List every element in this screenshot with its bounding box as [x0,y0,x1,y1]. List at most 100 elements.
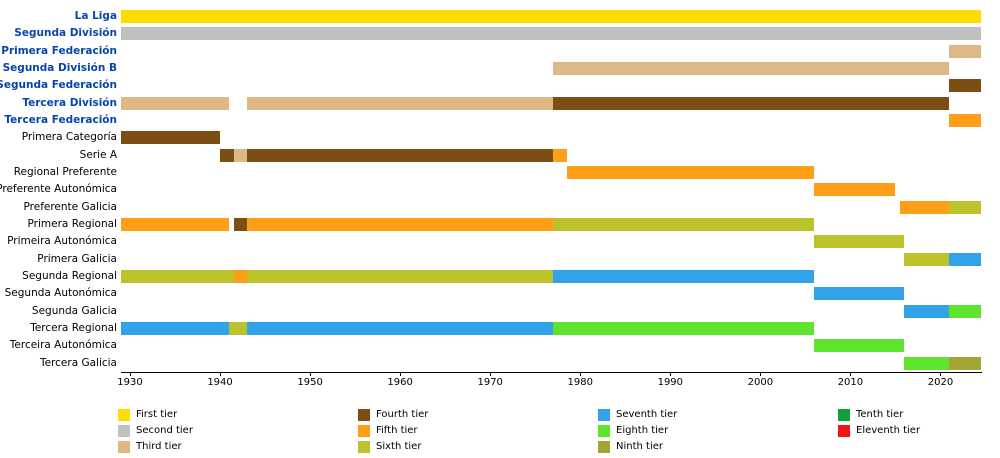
bar-tercera-regional-tier-7 [247,322,554,335]
legend-label-first-tier: First tier [136,409,178,420]
x-axis-tick-label-2010: 2010 [837,377,864,388]
legend-label-fifth-tier: Fifth tier [376,425,418,436]
bar-la-liga-tier-1 [121,10,981,23]
bar-regional-preferente-tier-5 [566,166,815,179]
bar-tercera-division-tier-3 [121,96,230,110]
x-axis-tick-1950 [310,372,312,376]
row-label-tercera-federacion[interactable]: Tercera Federación [4,114,117,126]
bar-segunda-division-b-tier-3 [553,62,950,75]
bar-tercera-regional-tier-8 [553,322,815,335]
legend-swatch-tenth-tier [838,409,850,421]
row-label-preferente-galicia: Preferente Galicia [23,200,118,213]
x-axis-tick-2010 [850,372,852,376]
legend-swatch-first-tier [118,409,130,421]
x-axis-tick-label-2000: 2000 [747,377,774,388]
bar-segunda-regional-tier-7 [553,270,815,283]
row-label-segunda-galicia: Segunda Galicia [31,304,117,317]
x-axis-tick-1930 [130,372,131,376]
legend-swatch-eighth-tier [598,425,610,437]
x-axis-tick-1990 [670,372,672,376]
bar-segunda-division-tier-2 [121,27,981,41]
row-label-regional-preferente: Regional Preferente [13,166,117,178]
x-axis-tick-label-2020: 2020 [927,377,954,388]
row-label-primeira-autonomica: Primeira Autonómica [7,235,117,248]
row-label-segunda-division[interactable]: Segunda División [14,27,117,40]
bar-terceira-autonomica-tier-8 [814,339,905,353]
legend-swatch-eleventh-tier [838,425,850,437]
bar-primera-regional-tier-5 [121,218,230,231]
row-label-segunda-division-b[interactable]: Segunda División B [2,62,117,74]
bar-tercera-galicia-tier-9 [949,356,981,370]
x-axis-tick-1940 [220,372,222,376]
bar-segunda-regional-tier-5 [233,270,248,283]
legend-label-tenth-tier: Tenth tier [856,409,904,420]
legend-label-second-tier: Second tier [136,425,193,436]
bar-primera-galicia-tier-6 [904,252,950,266]
legend-swatch-fifth-tier [358,425,370,437]
legend-label-eleventh-tier: Eleventh tier [856,425,921,436]
bar-preferente-autonomica-tier-5 [814,183,896,197]
row-label-segunda-regional: Segunda Regional [22,270,117,282]
bar-tercera-galicia-tier-8 [904,356,950,370]
row-label-primera-federacion[interactable]: Primera Federación [1,44,117,57]
bar-primera-federacion-tier-3 [949,44,981,58]
bar-segunda-galicia-tier-7 [904,304,950,318]
x-axis-tick-label-1940: 1940 [207,377,233,388]
legend-label-seventh-tier: Seventh tier [616,409,678,420]
bar-segunda-regional-tier-6 [247,270,554,283]
row-label-segunda-autonomica: Segunda Autonómica [4,287,117,300]
bar-tercera-regional-tier-6 [229,322,248,335]
row-label-preferente-autonomica: Preferente Autonómica [0,183,117,196]
legend-swatch-fourth-tier [358,409,370,421]
legend-swatch-sixth-tier [358,441,370,453]
x-axis-tick-label-1990: 1990 [657,377,684,388]
row-label-primera-regional: Primera Regional [27,218,117,230]
bar-preferente-galicia-tier-5 [899,200,950,214]
legend-swatch-ninth-tier [598,441,610,453]
x-axis-tick-label-1960: 1960 [387,377,413,388]
bar-primera-regional-tier-6 [553,218,815,231]
x-axis-line [121,372,982,373]
legend-label-eighth-tier: Eighth tier [616,425,669,436]
x-axis-tick-label-1930: 1930 [117,377,143,388]
x-axis-tick-2000 [760,372,762,376]
bar-tercera-division-tier-4 [553,96,950,110]
x-axis-tick-1970 [490,372,492,376]
bar-preferente-galicia-tier-6 [949,200,981,214]
legend-label-fourth-tier: Fourth tier [376,409,429,420]
bar-primera-categoria-tier-4 [121,131,221,145]
bar-serie-a-tier-5 [553,148,567,162]
x-axis-tick-2020 [940,372,942,376]
bar-serie-a-tier-4 [247,148,554,162]
bar-segunda-galicia-tier-8 [949,304,981,318]
bar-tercera-regional-tier-7 [121,322,230,335]
row-label-terceira-autonomica: Terceira Autonómica [9,339,117,352]
legend-swatch-second-tier [118,425,130,437]
row-label-serie-a: Serie A [79,148,117,161]
bar-primera-regional-tier-4 [233,218,248,231]
bar-segunda-regional-tier-6 [121,270,234,283]
bar-segunda-autonomica-tier-7 [814,287,905,301]
bar-serie-a-tier-4 [220,148,234,162]
x-axis-tick-1960 [400,372,402,376]
x-axis-tick-label-1980: 1980 [567,377,593,388]
bar-primera-regional-tier-5 [247,218,554,231]
bar-tercera-division-tier-3 [247,96,554,110]
row-label-segunda-federacion[interactable]: Segunda Federación [0,79,117,92]
row-label-primera-categoria: Primera Categoría [21,131,117,144]
bar-tercera-federacion-tier-5 [949,114,981,127]
legend-label-sixth-tier: Sixth tier [376,441,422,452]
bar-primeira-autonomica-tier-6 [814,235,905,249]
row-label-tercera-galicia: Tercera Galicia [39,356,117,369]
row-label-la-liga[interactable]: La Liga [74,10,117,22]
legend-label-third-tier: Third tier [136,441,182,452]
x-axis-tick-label-1970: 1970 [477,377,503,388]
bar-primera-galicia-tier-7 [949,252,981,266]
x-axis-tick-1980 [580,372,582,376]
legend-label-ninth-tier: Ninth tier [616,441,663,452]
row-label-tercera-division[interactable]: Tercera División [22,96,117,109]
row-label-tercera-regional: Tercera Regional [30,322,117,334]
x-axis-tick-label-1950: 1950 [297,377,323,388]
bar-segunda-federacion-tier-4 [949,79,981,93]
